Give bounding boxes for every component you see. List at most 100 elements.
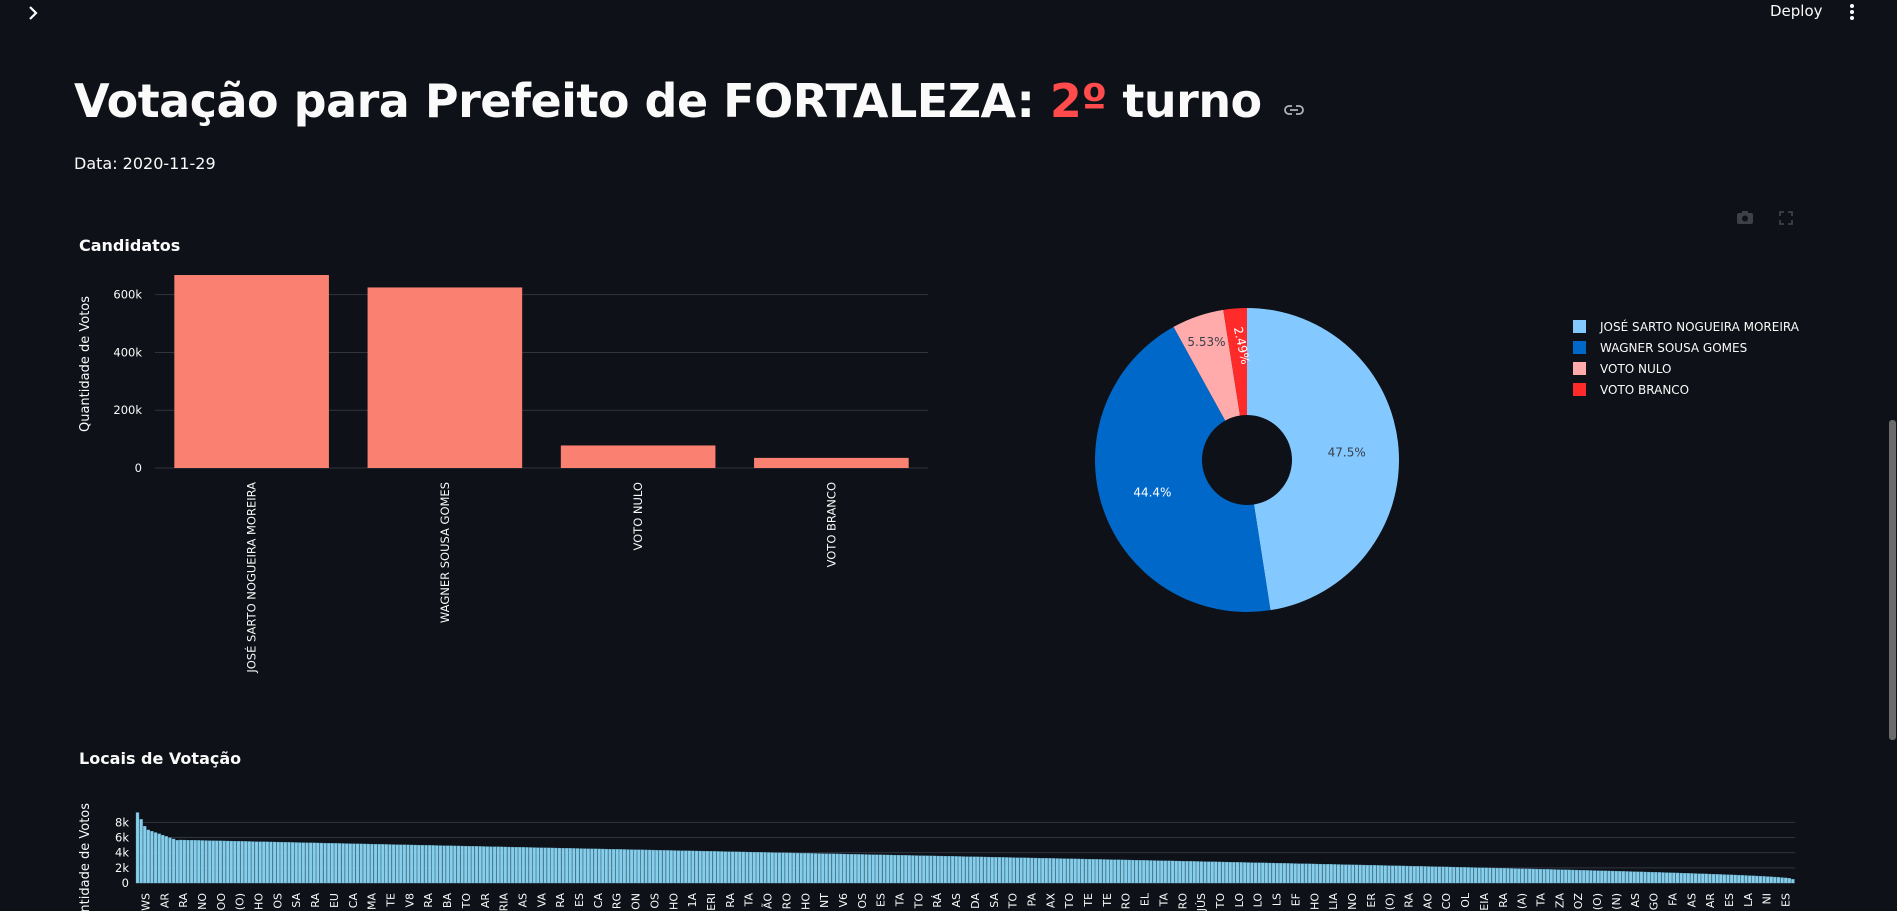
locais-bar	[788, 852, 792, 884]
locais-bar	[1286, 863, 1290, 884]
locais-bar	[1502, 868, 1507, 884]
locais-bar	[1628, 871, 1633, 884]
locais-bar	[846, 853, 850, 884]
locais-bar	[1744, 875, 1748, 884]
x-tick-label: (N)	[1610, 893, 1623, 910]
legend-swatch	[1573, 320, 1586, 333]
x-tick-label: OO	[215, 893, 228, 911]
locais-bar	[626, 849, 630, 884]
locais-bar	[1354, 864, 1359, 884]
legend-item[interactable]: JOSÉ SARTO NOGUEIRA MOREIRA	[1573, 316, 1799, 337]
locais-bar	[1163, 860, 1168, 884]
locais-bar	[1426, 866, 1431, 884]
locais-bar	[741, 851, 746, 884]
locais-bar	[424, 845, 428, 884]
legend-item[interactable]: VOTO BRANCO	[1573, 379, 1799, 400]
donut-slice-2	[1095, 326, 1271, 612]
locais-bar	[1019, 857, 1023, 884]
locais-bar	[565, 848, 569, 884]
legend-label: VOTO NULO	[1600, 361, 1672, 376]
locais-bar	[1051, 858, 1056, 884]
fullscreen-icon[interactable]	[1779, 211, 1793, 225]
locais-bar	[446, 845, 450, 884]
x-tick-label: RA	[724, 893, 737, 908]
locais-bar	[399, 844, 403, 884]
bar-2	[367, 287, 523, 468]
locais-bar	[1059, 858, 1063, 884]
locais-bar	[1124, 859, 1128, 884]
locais-bar	[229, 840, 233, 884]
locais-bar	[1246, 862, 1250, 884]
locais-bar	[597, 848, 601, 884]
locais-bar	[1683, 873, 1687, 884]
legend-item[interactable]: WAGNER SOUSA GOMES	[1573, 337, 1799, 358]
x-tick-label: ON	[630, 893, 643, 910]
anchor-link-icon[interactable]	[1283, 78, 1305, 132]
x-tick-label: TA	[1534, 893, 1547, 908]
locais-bar	[1214, 861, 1218, 884]
locais-bar	[1297, 863, 1301, 884]
x-tick-label: LS	[1271, 893, 1284, 906]
locais-bar	[817, 853, 821, 884]
locais-bar	[1329, 864, 1333, 884]
locais-bar	[976, 856, 980, 884]
locais-bar	[1571, 869, 1575, 884]
locais-bar	[377, 844, 381, 884]
x-tick-label: HO	[799, 893, 812, 910]
locais-bar	[676, 850, 681, 884]
y-tick-label: 6k	[115, 831, 129, 845]
locais-bar	[539, 847, 544, 884]
locais-bar	[637, 849, 641, 884]
bar-1	[174, 275, 329, 468]
locais-bar	[1769, 876, 1773, 884]
locais-bar	[680, 850, 684, 884]
sidebar-expand-icon[interactable]	[22, 2, 44, 24]
locais-bar	[727, 851, 731, 884]
locais-bar	[835, 853, 839, 884]
candidatos-donut-chart[interactable]: 47.5%44.4%5.53% 2.49%	[1077, 290, 1417, 630]
x-tick-label: TA	[743, 893, 756, 908]
locais-bar	[1199, 861, 1204, 884]
x-tick-label: TE	[1082, 893, 1095, 908]
locais-bar	[1491, 867, 1496, 884]
locais-bar	[1333, 864, 1337, 884]
locais-bar	[467, 846, 471, 884]
x-tick-label: ES	[875, 893, 888, 907]
locais-bar	[1690, 873, 1694, 884]
y-tick-label: 0	[122, 876, 129, 890]
title-round: 2º	[1049, 74, 1107, 128]
main-menu-icon[interactable]	[1846, 2, 1858, 24]
locais-bar	[1311, 863, 1315, 884]
locais-bar	[471, 846, 475, 884]
locais-bar	[438, 845, 443, 884]
donut-value-label: 47.5%	[1328, 445, 1366, 459]
locais-bar	[1005, 857, 1009, 884]
locais-bar	[1589, 870, 1593, 884]
locais-bar	[326, 843, 331, 884]
locais-bar	[1307, 863, 1312, 884]
locais-bar	[1751, 875, 1755, 884]
locais-bar	[1289, 863, 1294, 884]
camera-icon[interactable]	[1737, 211, 1753, 224]
locais-bar	[1030, 857, 1034, 884]
locais-bar	[922, 855, 926, 884]
x-tick-label: LIA	[1327, 893, 1340, 910]
locais-bar	[1665, 872, 1669, 884]
locais-bar	[1661, 872, 1665, 884]
locais-bar	[323, 842, 327, 884]
x-tick-label: DA	[969, 893, 982, 909]
locais-bar	[907, 855, 911, 884]
locais-bar	[1646, 871, 1651, 884]
x-tick-label: AX	[1044, 893, 1057, 909]
legend-item[interactable]: VOTO NULO	[1573, 358, 1799, 379]
locais-bar	[1145, 860, 1149, 884]
locais-bar	[525, 847, 529, 884]
locais-bar	[633, 849, 637, 884]
locais-bar	[1445, 866, 1449, 884]
locais-bar	[355, 843, 360, 884]
locais-bar	[510, 846, 515, 884]
candidatos-bar-chart[interactable]: 0 200k 400k 600k Quantidade de Votos JOSÉ SAR…	[0, 250, 940, 710]
deploy-button[interactable]: Deploy	[1770, 2, 1823, 20]
page-scrollbar[interactable]	[1889, 420, 1896, 740]
